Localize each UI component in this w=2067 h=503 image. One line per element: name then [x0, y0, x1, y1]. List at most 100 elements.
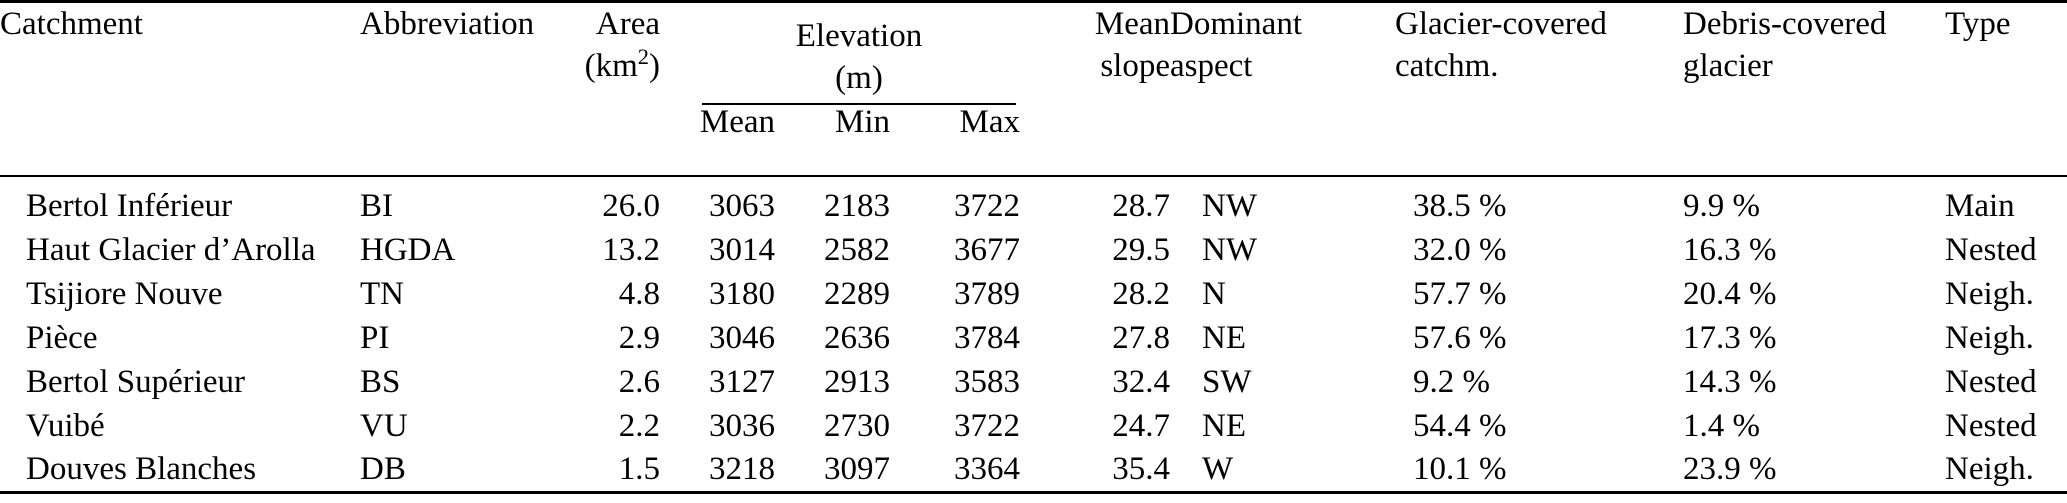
cell-abbreviation: TN: [360, 276, 404, 312]
glacier-covered-line2: catchm.: [1395, 48, 1499, 84]
cell-dominant-aspect: W: [1202, 451, 1234, 488]
elevation-label: Elevation: [795, 18, 923, 54]
cell-mean-slope: 27.8: [1112, 320, 1171, 356]
cell-mean-slope: 24.7: [1112, 408, 1171, 444]
cell-elev-min: 2289: [824, 276, 890, 312]
area-unit: (km2): [584, 44, 660, 84]
table-row: Bertol Inférieur BI 26.0 3063 2183 3722 …: [0, 174, 2067, 229]
cell-elev-min: 2183: [775, 174, 890, 229]
cell-abbreviation: VU: [360, 408, 408, 444]
cell-area: 4.8: [618, 276, 660, 312]
cell-type: Main: [1945, 174, 2067, 229]
cell-glacier-covered: 32.0 %: [1413, 232, 1507, 268]
cell-dominant-aspect: NW: [1170, 174, 1396, 229]
cell-elev-max: 3722: [890, 174, 1021, 229]
cell-area: 2.9: [618, 320, 660, 356]
col-header-catchment: Catchment: [0, 6, 143, 42]
dominant-aspect-line2: aspect: [1170, 48, 1253, 84]
cell-elev-mean: 3046: [709, 320, 775, 356]
cell-dominant-aspect: NE: [1202, 408, 1247, 444]
col-header-mean-slope: Mean slope: [1020, 2, 1170, 176]
header-row-main: Catchment Abbreviation Area (km2) Elevat…: [0, 2, 2067, 106]
glacier-covered-line1: Glacier-covered: [1395, 6, 1607, 42]
col-header-abbreviation: Abbreviation: [360, 6, 535, 42]
cell-elev-mean: 3127: [709, 364, 775, 400]
cell-catchment: Haut Glacier d’Arolla: [26, 232, 316, 268]
cell-catchment: Bertol Inférieur: [0, 174, 360, 229]
cell-debris-covered: 9.9 %: [1683, 174, 1946, 229]
cell-mean-slope: 28.7: [1020, 174, 1171, 229]
col-header-dominant-aspect: Dominant aspect: [1170, 2, 1395, 176]
area-label: Area: [595, 6, 660, 42]
header-row-elevation-sub: Mean Min Max: [0, 103, 2067, 176]
table-row: Vuibé VU 2.2 3036 2730 3722 24.7 NE 54.4…: [0, 405, 2067, 449]
area-unit-superscript: 2: [637, 44, 649, 69]
cell-glacier-covered: 54.4 %: [1413, 408, 1507, 444]
cell-abbreviation: DB: [360, 451, 406, 488]
cell-elev-max: 3722: [954, 408, 1021, 444]
cell-elev-min: 2730: [824, 408, 890, 444]
cell-elev-mean: 3063: [660, 174, 775, 229]
table-body: Bertol Inférieur BI 26.0 3063 2183 3722 …: [0, 174, 2067, 493]
col-header-elev-max: Max: [959, 103, 1021, 140]
cell-area: 26.0: [500, 174, 660, 229]
cell-glacier-covered: 10.1 %: [1413, 451, 1507, 488]
cell-dominant-aspect: NE: [1202, 320, 1247, 356]
col-header-elevation-group: Elevation (m): [660, 2, 1020, 106]
mean-slope-line1: Mean: [1094, 6, 1171, 42]
col-header-elev-mean: Mean: [699, 103, 775, 140]
cell-debris-covered: 16.3 %: [1683, 232, 1777, 268]
cell-mean-slope: 28.2: [1112, 276, 1171, 312]
cell-elev-mean: 3218: [709, 451, 775, 488]
col-header-debris-covered: Debris-covered glacier: [1683, 2, 1945, 176]
cell-debris-covered: 20.4 %: [1683, 276, 1777, 312]
cell-elev-max: 3784: [954, 320, 1021, 356]
cell-elev-min: 3097: [824, 451, 890, 488]
cell-elev-mean: 3036: [709, 408, 775, 444]
table-header: Catchment Abbreviation Area (km2) Elevat…: [0, 2, 2067, 176]
cell-type: Nested: [1945, 364, 2037, 400]
cell-abbreviation: BS: [360, 364, 401, 400]
cell-dominant-aspect: SW: [1202, 364, 1252, 400]
cell-dominant-aspect: NW: [1202, 232, 1257, 268]
cell-elev-max: 3364: [954, 451, 1021, 488]
cell-elev-max: 3789: [954, 276, 1021, 312]
col-header-area: Area (km2): [500, 2, 660, 176]
mean-slope-line2: slope: [1100, 48, 1171, 84]
cell-debris-covered: 23.9 %: [1683, 451, 1777, 488]
cell-area: 13.2: [602, 232, 660, 268]
cell-elev-mean: 3014: [709, 232, 775, 268]
cell-debris-covered: 14.3 %: [1683, 364, 1777, 400]
cell-elev-max: 3583: [954, 364, 1021, 400]
debris-covered-line2: glacier: [1683, 48, 1773, 84]
debris-covered-line1: Debris-covered: [1683, 6, 1887, 42]
table-row: Tsijiore Nouve TN 4.8 3180 2289 3789 28.…: [0, 273, 2067, 317]
cell-mean-slope: 35.4: [1112, 451, 1171, 488]
cell-abbreviation: PI: [360, 320, 390, 356]
cell-catchment: Vuibé: [26, 408, 105, 444]
cell-glacier-covered: 57.7 %: [1413, 276, 1507, 312]
cell-area: 2.6: [618, 364, 660, 400]
cell-debris-covered: 1.4 %: [1683, 408, 1761, 444]
cell-glacier-covered: 38.5 %: [1395, 174, 1684, 229]
table-row: Bertol Supérieur BS 2.6 3127 2913 3583 3…: [0, 361, 2067, 405]
elevation-unit: (m): [835, 60, 883, 96]
col-header-type: Type: [1945, 6, 2011, 42]
cell-elev-max: 3677: [954, 232, 1021, 268]
cell-catchment: Bertol Supérieur: [26, 364, 246, 400]
cell-elev-min: 2636: [824, 320, 890, 356]
cell-dominant-aspect: N: [1202, 276, 1226, 312]
cell-type: Neigh.: [1945, 276, 2034, 312]
cell-type: Nested: [1945, 408, 2037, 444]
cell-area: 1.5: [618, 451, 660, 488]
cell-catchment: Douves Blanches: [26, 451, 257, 488]
col-header-glacier-covered: Glacier-covered catchm.: [1395, 2, 1683, 176]
cell-elev-mean: 3180: [709, 276, 775, 312]
cell-type: Neigh.: [1945, 320, 2034, 356]
table-row: Haut Glacier d’Arolla HGDA 13.2 3014 258…: [0, 229, 2067, 273]
cell-elev-min: 2913: [824, 364, 890, 400]
cell-catchment: Pièce: [26, 320, 98, 356]
cell-mean-slope: 32.4: [1112, 364, 1171, 400]
